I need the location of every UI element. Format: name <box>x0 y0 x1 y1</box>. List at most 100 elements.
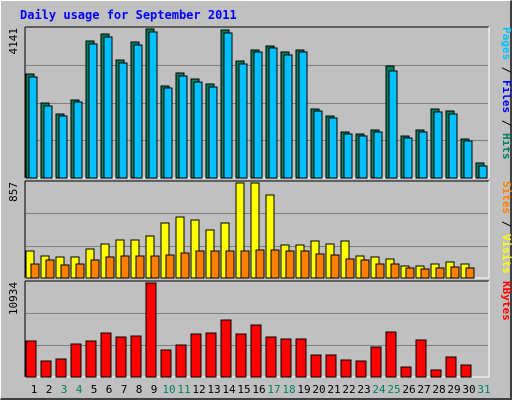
kbytes-bar <box>265 336 277 378</box>
kbytes-bar <box>460 364 472 378</box>
kbytes-bar <box>40 360 52 378</box>
sites-bar <box>300 250 310 279</box>
kbytes-bar <box>85 340 97 378</box>
sites-bar <box>75 263 85 279</box>
day-label: 18 <box>282 383 295 396</box>
hits-files-legend-separator: / <box>500 113 512 133</box>
files-bar <box>298 51 308 179</box>
files-bar <box>118 62 128 179</box>
files-bar <box>58 115 68 179</box>
day-label: 7 <box>121 383 128 396</box>
kbytes-bar <box>130 335 142 378</box>
kbytes-bar <box>400 366 412 378</box>
files-bar <box>133 44 143 179</box>
sites-bar <box>345 258 355 279</box>
files-bar <box>268 47 278 179</box>
kbytes-bar <box>145 282 157 378</box>
visits-sites-legend-sites: Sites <box>500 181 512 214</box>
sites-bar <box>105 256 115 279</box>
day-label: 31 <box>477 383 490 396</box>
kbytes-bar <box>175 344 187 378</box>
files-bar <box>88 43 98 179</box>
files-bar <box>163 87 173 179</box>
day-label: 5 <box>91 383 98 396</box>
sites-bar <box>30 263 40 279</box>
sites-bar <box>210 250 220 279</box>
sites-bar <box>225 250 235 279</box>
hits-files-y-tick-label: 4141 <box>7 28 20 55</box>
day-label: 25 <box>387 383 400 396</box>
kbytes-bar <box>445 356 457 378</box>
files-bar <box>433 111 443 179</box>
files-bar <box>193 81 203 179</box>
day-label: 23 <box>357 383 370 396</box>
sites-bar <box>270 249 280 279</box>
visits-sites-legend: Sites / Visits <box>500 181 512 274</box>
day-label: 30 <box>462 383 475 396</box>
files-bar <box>43 105 53 179</box>
sites-bar <box>465 267 475 279</box>
files-bar <box>478 165 488 179</box>
sites-bar <box>150 255 160 279</box>
files-bar <box>343 133 353 179</box>
files-bar <box>283 54 293 179</box>
files-bar <box>178 75 188 179</box>
sites-bar <box>435 267 445 279</box>
sites-bar <box>405 267 415 279</box>
files-bar <box>358 135 368 179</box>
sites-bar <box>420 268 430 279</box>
files-bar <box>223 32 233 179</box>
kbytes-bar <box>70 343 82 378</box>
visits-sites-y-tick-label: 857 <box>7 182 20 202</box>
files-bar <box>418 131 428 179</box>
files-bar <box>148 31 158 179</box>
day-label: 17 <box>267 383 280 396</box>
kbytes-bar <box>325 354 337 378</box>
hits-files-legend: Pages / Files / Hits <box>500 27 512 160</box>
sites-bar <box>240 250 250 279</box>
day-label: 16 <box>252 383 265 396</box>
sites-bar <box>195 250 205 279</box>
day-label: 9 <box>151 383 158 396</box>
kbytes-bar <box>25 340 37 378</box>
sites-bar <box>60 264 70 279</box>
visits-bar <box>190 219 200 279</box>
kbytes-bar <box>55 358 67 378</box>
files-bar <box>463 140 473 179</box>
day-label: 4 <box>76 383 83 396</box>
visits-sites-legend-visits: Visits <box>500 234 512 274</box>
files-bar <box>313 110 323 179</box>
kbytes-bar <box>250 324 262 378</box>
files-bar <box>373 131 383 179</box>
day-label: 2 <box>46 383 53 396</box>
kbytes-bar <box>115 336 127 378</box>
day-label: 24 <box>372 383 386 396</box>
kbytes-y-tick-label: 10934 <box>7 282 20 315</box>
sites-bar <box>135 255 145 279</box>
hits-files-legend-files: Files <box>500 80 512 113</box>
day-label: 19 <box>297 383 310 396</box>
sites-bar <box>45 259 55 279</box>
files-bar <box>28 76 38 179</box>
sites-bar <box>120 255 130 279</box>
kbytes-bar <box>160 349 172 378</box>
visits-sites-legend-separator: / <box>500 214 512 234</box>
day-label: 14 <box>222 383 236 396</box>
sites-bar <box>285 250 295 279</box>
hits-files-legend-pages: Pages <box>500 27 512 60</box>
sites-bar <box>375 263 385 279</box>
day-label: 26 <box>402 383 415 396</box>
hits-files-legend-hits: Hits <box>500 133 512 160</box>
kbytes-legend: KBytes <box>500 281 512 321</box>
day-label: 29 <box>447 383 460 396</box>
kbytes-bar <box>385 331 397 378</box>
sites-bar <box>450 266 460 279</box>
kbytes-bar <box>340 359 352 378</box>
sites-bar <box>255 249 265 279</box>
files-bar <box>448 113 458 179</box>
day-label: 27 <box>417 383 430 396</box>
day-label: 8 <box>136 383 143 396</box>
sites-bar <box>90 259 100 279</box>
sites-bar <box>165 254 175 279</box>
